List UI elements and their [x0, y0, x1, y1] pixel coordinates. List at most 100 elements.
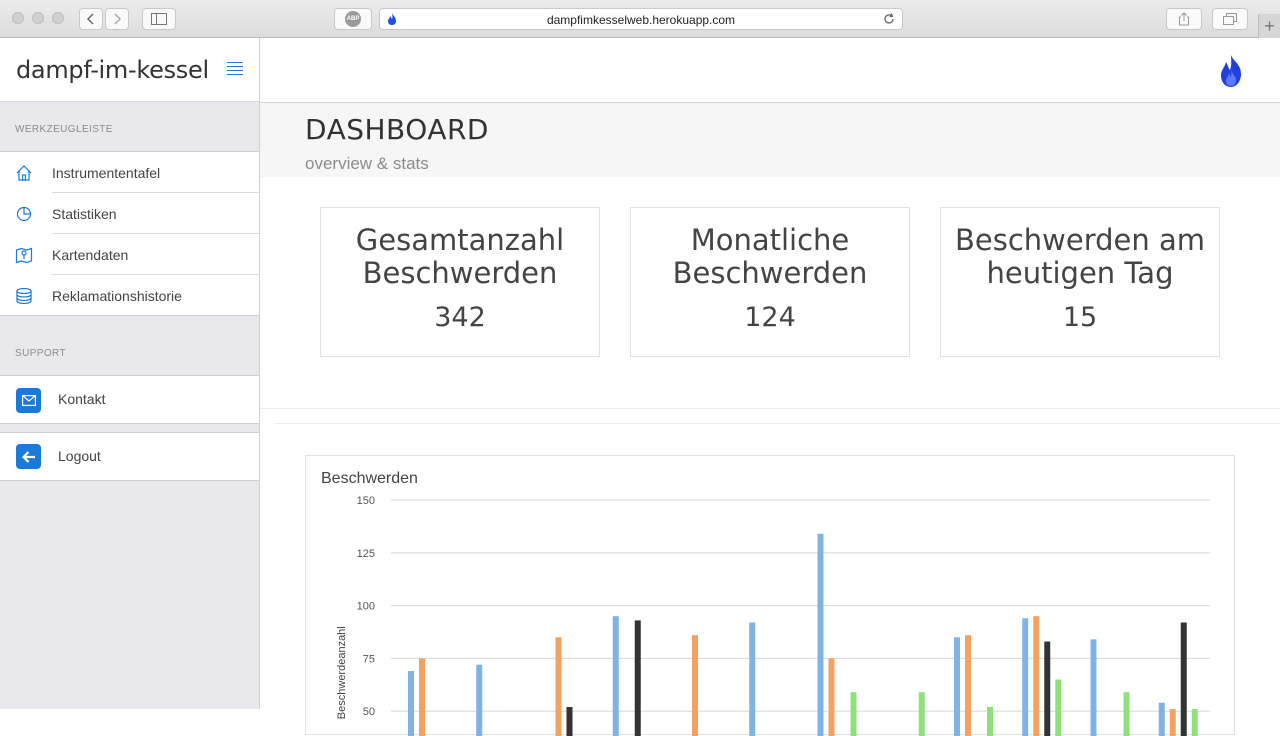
chart-title: Beschwerden	[321, 470, 418, 487]
chart-bar	[1033, 616, 1040, 736]
chart-bar	[408, 671, 414, 736]
reload-icon[interactable]	[882, 12, 896, 26]
stat-value: 124	[744, 302, 796, 333]
y-tick-label: 50	[363, 706, 375, 718]
spacer	[0, 424, 259, 433]
chart-bar	[419, 658, 425, 736]
sidebar-item-label: Statistiken	[52, 206, 117, 222]
sidebar-icon	[151, 13, 167, 25]
chart-bar	[1055, 679, 1062, 736]
sidebar-item-label: Kartendaten	[52, 247, 129, 263]
y-tick-label: 150	[357, 495, 375, 507]
envelope-icon	[16, 388, 41, 413]
contact-label: Kontakt	[58, 391, 106, 407]
y-tick-label: 100	[357, 601, 375, 613]
support-heading-label: SUPPORT	[15, 348, 66, 359]
database-icon	[16, 287, 32, 305]
new-tab-button[interactable]: +	[1258, 14, 1280, 38]
divider	[275, 423, 1280, 424]
brand-header: dampf-im-kessel	[0, 38, 259, 102]
chart-bar	[566, 706, 573, 736]
brand-name[interactable]: dampf-im-kessel	[16, 56, 209, 84]
stats-row: Gesamtanzahl Beschwerden 342 Monatliche …	[320, 207, 1220, 357]
forward-button[interactable]	[105, 8, 129, 30]
share-icon	[1179, 12, 1189, 26]
toolbar-section-heading: WERKZEUGLEISTE	[0, 102, 259, 152]
page-title: DASHBOARD	[305, 113, 489, 146]
hamburger-menu-icon[interactable]	[227, 62, 243, 76]
divider	[0, 315, 259, 316]
chart-bar	[476, 664, 483, 736]
chart-bar	[555, 637, 562, 736]
chart-bar	[918, 692, 925, 736]
flame-favicon-icon	[388, 13, 396, 25]
chart-bar	[1158, 702, 1165, 736]
logout-label: Logout	[58, 448, 101, 464]
back-button[interactable]	[79, 8, 103, 30]
chart-bar	[1090, 639, 1097, 736]
sidebar-item-instrumententafel[interactable]: Instrumententafel	[0, 152, 259, 193]
tabs-icon	[1223, 13, 1237, 25]
home-icon	[16, 165, 32, 181]
close-window-button[interactable]	[12, 12, 24, 24]
minimize-window-button[interactable]	[32, 12, 44, 24]
chart-bar	[612, 616, 619, 736]
sidebar-item-statistiken[interactable]: Statistiken	[0, 193, 259, 234]
page-header: DASHBOARD overview & stats	[260, 103, 1280, 177]
pie-chart-icon	[16, 206, 32, 222]
adblock-icon: ABP	[345, 11, 361, 27]
stat-value: 342	[434, 302, 486, 333]
chart-bar	[850, 692, 857, 736]
main-content: DASHBOARD overview & stats Gesamtanzahl …	[260, 38, 1280, 736]
sidebar-item-reklamationshistorie[interactable]: Reklamationshistorie	[0, 275, 259, 316]
url-text: dampfimkesselweb.herokuapp.com	[546, 13, 736, 27]
map-icon	[15, 247, 33, 264]
stat-label: Gesamtanzahl Beschwerden	[355, 223, 565, 290]
adblock-button[interactable]: ABP	[334, 8, 372, 30]
stat-label: Beschwerden am heutigen Tag	[954, 223, 1205, 290]
sidebar-item-label: Instrumententafel	[52, 165, 161, 181]
stat-card-total: Gesamtanzahl Beschwerden 342	[320, 207, 600, 357]
support-section-heading: SUPPORT	[0, 316, 259, 376]
chart-bar	[817, 533, 824, 736]
top-bar	[260, 38, 1280, 103]
show-tabs-button[interactable]	[1212, 8, 1248, 30]
flame-logo-icon[interactable]	[1218, 54, 1244, 88]
chart-bar	[692, 635, 698, 736]
chart-bar	[965, 635, 971, 736]
logout-button[interactable]: Logout	[0, 433, 259, 481]
sidebar: dampf-im-kessel WERKZEUGLEISTE Instrumen…	[0, 38, 260, 709]
chevron-right-icon	[114, 13, 122, 25]
chart-bar	[987, 706, 993, 736]
chart-bar	[1123, 692, 1130, 736]
chart-bar	[1191, 709, 1198, 736]
y-tick-label: 125	[357, 548, 375, 560]
y-tick-label: 75	[363, 653, 375, 665]
divider	[260, 408, 1280, 409]
stat-label: Monatliche Beschwerden	[672, 223, 868, 290]
chart-bar	[1044, 641, 1051, 736]
stat-card-monthly: Monatliche Beschwerden 124	[630, 207, 910, 357]
sidebar-toggle-button[interactable]	[142, 8, 176, 30]
arrow-left-icon	[16, 444, 41, 469]
chevron-left-icon	[86, 13, 94, 25]
complaints-chart: Beschwerden 50 75 100 125 150 Beschwerdeanzah…	[305, 455, 1235, 736]
divider	[52, 274, 259, 275]
divider	[52, 233, 259, 234]
zoom-window-button[interactable]	[52, 12, 64, 24]
sidebar-menu: Instrumententafel Statistiken Kartendate…	[0, 152, 259, 316]
y-axis-label: Beschwerdeanzahl	[336, 626, 348, 719]
contact-button[interactable]: Kontakt	[0, 376, 259, 424]
chart-canvas: 50 75 100 125 150 Beschwerdeanzahl	[336, 495, 1210, 736]
toolbar-heading-label: WERKZEUGLEISTE	[15, 124, 113, 135]
chart-bar	[1169, 709, 1176, 736]
address-bar[interactable]: dampfimkesselweb.herokuapp.com	[379, 8, 903, 30]
sidebar-item-label: Reklamationshistorie	[52, 288, 182, 304]
chart-bar	[954, 637, 960, 736]
stat-card-today: Beschwerden am heutigen Tag 15	[940, 207, 1220, 357]
sidebar-item-kartendaten[interactable]: Kartendaten	[0, 234, 259, 275]
chart-bar	[634, 620, 641, 736]
share-button[interactable]	[1166, 8, 1202, 30]
stat-value: 15	[1062, 302, 1098, 333]
page-subtitle: overview & stats	[305, 154, 429, 173]
